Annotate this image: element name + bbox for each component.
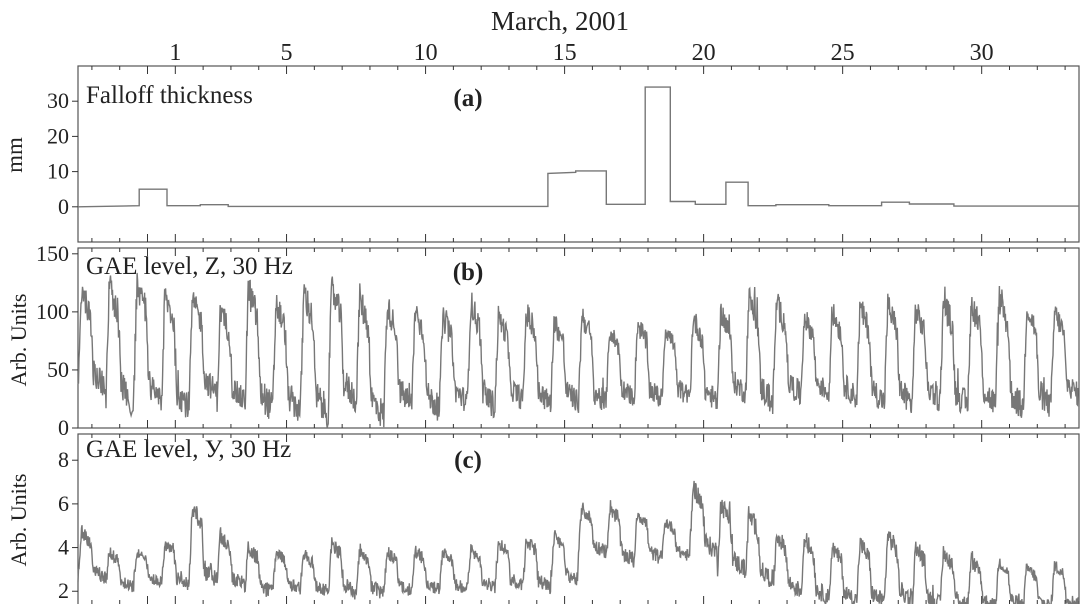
top-tick-label-1: 1 bbox=[169, 40, 181, 66]
panel-a-label: (a) bbox=[453, 85, 482, 112]
panel-c-ylabel: Arb. Units bbox=[6, 474, 31, 567]
panel-b-yticks: 0 50 100 150 bbox=[36, 241, 78, 440]
panel-a-ylabel: mm bbox=[2, 137, 27, 173]
panel-a-ytick-label-10: 10 bbox=[47, 159, 69, 184]
panel-b-series bbox=[77, 272, 1079, 428]
top-tick-label-25: 25 bbox=[831, 40, 855, 66]
panel-c-series bbox=[77, 480, 1080, 604]
panel-c-ytick-label-4: 4 bbox=[58, 535, 69, 560]
panel-b-title: GAE level, Z, 30 Hz bbox=[86, 253, 293, 280]
panel-a-title: Falloff thickness bbox=[86, 82, 253, 109]
top-tick-label-30: 30 bbox=[970, 40, 994, 66]
panel-c-label: (c) bbox=[454, 447, 482, 474]
panel-a-ytick-label-30: 30 bbox=[47, 88, 69, 113]
top-tick-labels: 1 5 10 15 20 25 30 bbox=[169, 40, 993, 66]
panel-b-ytick-label-150: 150 bbox=[36, 241, 69, 266]
panel-a-falloff: Falloff thickness (a) mm 0 10 20 30 bbox=[2, 65, 1080, 243]
panel-a-ytick-label-20: 20 bbox=[47, 123, 69, 148]
panel-c-ytick-label-2: 2 bbox=[58, 578, 69, 603]
panel-a-series bbox=[77, 86, 1079, 208]
panel-c-title: GAE level, У, 30 Hz bbox=[86, 436, 291, 463]
panel-b-label: (b) bbox=[453, 259, 484, 286]
top-tick-label-15: 15 bbox=[553, 40, 577, 66]
panel-b-ytick-label-100: 100 bbox=[36, 299, 69, 324]
top-tick-label-20: 20 bbox=[692, 40, 716, 66]
panel-b-ylabel: Arb. Units bbox=[6, 294, 31, 387]
panel-b-ytick-label-50: 50 bbox=[47, 357, 69, 382]
panel-a-frame bbox=[77, 65, 1080, 243]
panel-c-ytick-label-8: 8 bbox=[58, 447, 69, 472]
panel-c-ytick-label-6: 6 bbox=[58, 491, 69, 516]
panel-a-ytick-label-0: 0 bbox=[58, 194, 69, 219]
panel-c-gae-y: GAE level, У, 30 Hz (c) Arb. Units 2 4 6 8 bbox=[6, 433, 1080, 604]
panel-a-yticks: 0 10 20 30 bbox=[47, 88, 78, 219]
panel-c-yticks: 2 4 6 8 bbox=[58, 447, 78, 603]
panel-c-frame bbox=[77, 433, 1080, 604]
panel-b-gae-z: GAE level, Z, 30 Hz (b) Arb. Units 0 50 10… bbox=[6, 241, 1080, 440]
panel-b-frame bbox=[77, 247, 1080, 429]
panel-b-ytick-label-0: 0 bbox=[58, 415, 69, 440]
top-axis-label: March, 2001 bbox=[491, 6, 629, 36]
top-tick-label-10: 10 bbox=[414, 40, 438, 66]
top-tick-label-5: 5 bbox=[281, 40, 293, 66]
